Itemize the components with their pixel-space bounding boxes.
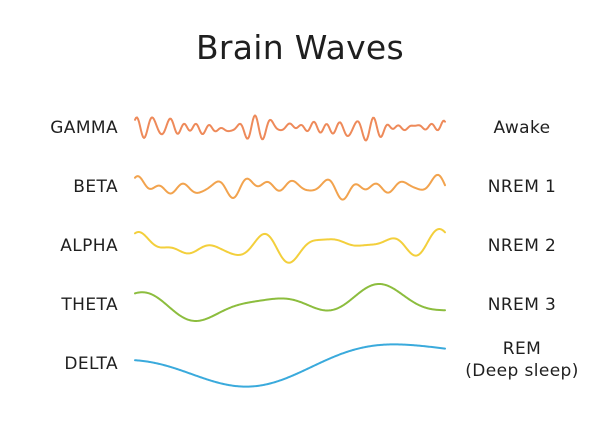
delta-wave-line <box>134 343 446 388</box>
band-label-beta: BETA <box>73 177 118 197</box>
stage-label-rem: REM (Deep sleep) <box>452 338 592 382</box>
stage-label-awake: Awake <box>493 118 551 138</box>
band-label-gamma: GAMMA <box>50 118 118 138</box>
gamma-wave <box>134 114 446 142</box>
band-label-alpha: ALPHA <box>60 236 118 256</box>
alpha-wave-line <box>134 228 446 264</box>
stage-label-rem-main: REM <box>502 339 542 359</box>
theta-wave <box>134 282 446 322</box>
diagram-title: Brain Waves <box>195 28 405 67</box>
theta-wave-line <box>134 282 446 322</box>
stage-label-rem-sub: (Deep sleep) <box>465 361 579 381</box>
delta-wave <box>134 343 446 388</box>
band-label-theta: THETA <box>61 295 118 315</box>
stage-label-nrem-3: NREM 3 <box>487 295 557 315</box>
stage-label-nrem-1: NREM 1 <box>487 177 557 197</box>
wave-row-theta: THETA NREM 3 <box>0 282 600 335</box>
wave-row-delta: DELTA REM (Deep sleep) <box>0 339 600 394</box>
wave-row-gamma: GAMMA Awake <box>0 108 600 158</box>
stage-label-nrem-2: NREM 2 <box>487 236 557 256</box>
wave-row-alpha: ALPHA NREM 2 <box>0 226 600 276</box>
band-label-delta: DELTA <box>64 354 118 374</box>
alpha-wave <box>134 228 446 264</box>
wave-row-beta: BETA NREM 1 <box>0 167 600 217</box>
beta-wave <box>134 173 446 201</box>
gamma-wave-line <box>134 114 446 142</box>
beta-wave-line <box>134 173 446 201</box>
